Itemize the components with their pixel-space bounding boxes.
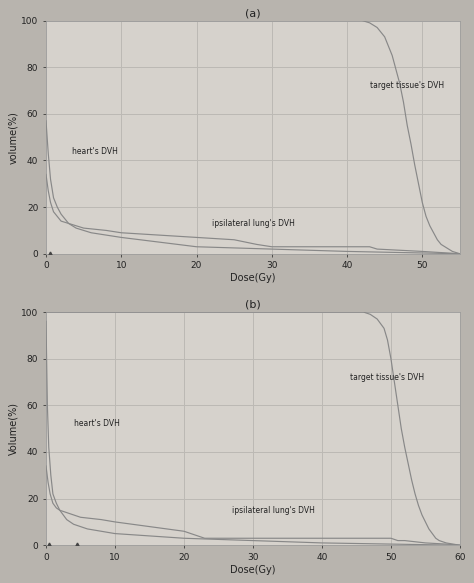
X-axis label: Dose(Gy): Dose(Gy): [230, 565, 276, 575]
Text: heart's DVH: heart's DVH: [73, 419, 119, 429]
Title: (b): (b): [245, 300, 261, 310]
Text: ipsilateral lung's DVH: ipsilateral lung's DVH: [211, 219, 294, 228]
Text: ipsilateral lung's DVH: ipsilateral lung's DVH: [232, 506, 315, 515]
Text: heart's DVH: heart's DVH: [73, 146, 118, 156]
Y-axis label: Volume(%): Volume(%): [9, 402, 18, 455]
X-axis label: Dose(Gy): Dose(Gy): [230, 273, 276, 283]
Y-axis label: volume(%): volume(%): [9, 111, 18, 164]
Text: target tissue's DVH: target tissue's DVH: [349, 373, 424, 382]
Title: (a): (a): [245, 8, 261, 18]
Text: target tissue's DVH: target tissue's DVH: [370, 81, 444, 90]
